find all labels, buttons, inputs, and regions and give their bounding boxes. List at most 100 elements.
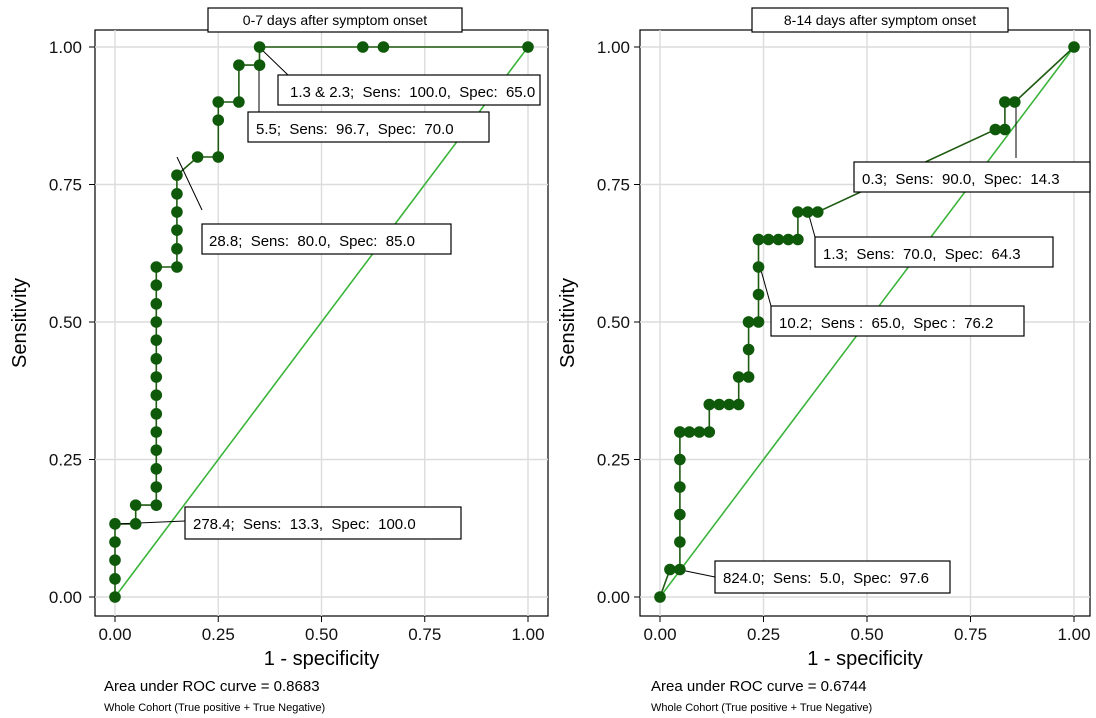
roc-point xyxy=(212,151,225,163)
roc-point xyxy=(233,59,245,71)
roc-panel-1: 0.00 0.25 0.50 0.75 1.00 0.00 0.25 0.50 0.75 1.00… xyxy=(9,7,549,714)
roc-point xyxy=(129,518,142,530)
annotation-box xyxy=(247,111,490,143)
auc-label: Area under ROC curve = 0.8683 xyxy=(104,678,320,695)
roc-point xyxy=(792,206,804,218)
roc-point xyxy=(357,41,369,53)
roc-panel-2: 0.00 0.25 0.50 0.75 1.00 0.00 0.25 0.50 0.75 1.00… xyxy=(557,7,1091,714)
roc-point xyxy=(150,334,163,346)
annotation-leader xyxy=(114,520,186,525)
y-tick-label: 0.00 xyxy=(597,588,630,607)
roc-point xyxy=(999,123,1011,136)
roc-point xyxy=(683,426,696,438)
x-tick-label: 1.00 xyxy=(1057,625,1090,644)
chart-title: 8-14 days after symptom onset xyxy=(784,12,976,28)
annotation-box xyxy=(184,506,462,540)
y-tick-label: 1.00 xyxy=(49,38,82,57)
roc-point xyxy=(713,398,726,411)
title-box xyxy=(207,7,463,33)
roc-point xyxy=(703,398,716,411)
x-tick-label: 0.00 xyxy=(643,625,676,644)
roc-point xyxy=(171,169,183,181)
annotation-box xyxy=(714,560,951,594)
roc-point xyxy=(1068,41,1080,53)
y-tick-label: 0.25 xyxy=(597,451,630,470)
roc-point xyxy=(212,96,225,108)
roc-point xyxy=(109,573,121,585)
y-tick-label: 0.75 xyxy=(49,176,82,195)
x-tick-label: 0.25 xyxy=(202,625,235,644)
x-tick-label: 0.75 xyxy=(954,625,987,644)
annotation-label: 0.3; Sens: 90.0, Spec: 14.3 xyxy=(862,171,1060,188)
annotation-label: 5.5; Sens: 96.7, Spec: 70.0 xyxy=(256,121,454,138)
x-tick-label: 0.50 xyxy=(305,625,338,644)
annotation-box xyxy=(853,161,1091,193)
roc-point xyxy=(782,233,795,246)
roc-point xyxy=(1008,96,1021,108)
roc-point xyxy=(171,188,183,200)
roc-point xyxy=(150,316,163,328)
roc-point xyxy=(253,41,266,53)
title-box xyxy=(751,7,1009,33)
roc-point xyxy=(109,518,121,530)
roc-point xyxy=(150,408,163,420)
roc-point xyxy=(109,591,121,603)
roc-point xyxy=(109,536,121,548)
annotation-label: 1.3 & 2.3; Sens: 100.0, Spec: 65.0 xyxy=(290,84,535,101)
y-tick-label: 0.25 xyxy=(49,451,82,470)
roc-point xyxy=(723,398,735,411)
roc-point xyxy=(129,499,142,511)
x-axis-label: 1 - specificity xyxy=(264,648,380,670)
roc-point xyxy=(792,233,804,246)
roc-point xyxy=(752,261,765,273)
y-axis-label: Sensitivity xyxy=(557,278,579,368)
cohort-note: Whole Cohort (True positive + True Negat… xyxy=(104,702,325,714)
roc-point xyxy=(171,261,183,273)
roc-point xyxy=(150,371,163,383)
roc-point xyxy=(674,481,686,493)
roc-point xyxy=(171,206,183,218)
roc-point xyxy=(150,279,163,291)
roc-point xyxy=(654,591,666,603)
roc-point xyxy=(150,499,163,511)
roc-point xyxy=(762,233,775,246)
roc-point xyxy=(233,96,245,108)
roc-point xyxy=(171,224,183,236)
chart-title: 0-7 days after symptom onset xyxy=(243,12,428,28)
roc-point xyxy=(377,41,390,53)
roc-point xyxy=(150,463,163,475)
annotation-label: 824.0; Sens: 5.0, Spec: 97.6 xyxy=(723,570,929,587)
auc-label: Area under ROC curve = 0.6744 xyxy=(651,678,867,695)
annotation-box xyxy=(770,305,1025,337)
x-tick-label: 0.75 xyxy=(408,625,441,644)
roc-point xyxy=(253,59,266,71)
roc-point xyxy=(150,261,163,273)
roc-point xyxy=(752,316,765,328)
annotation-leader xyxy=(176,156,203,211)
roc-point xyxy=(989,123,1002,136)
x-tick-label: 0.50 xyxy=(850,625,883,644)
roc-point xyxy=(150,353,163,365)
roc-point xyxy=(664,563,676,576)
roc-point xyxy=(171,243,183,255)
annotation-label: 10.2; Sens : 65.0, Spec : 76.2 xyxy=(779,315,993,332)
roc-point xyxy=(752,233,765,246)
roc-point xyxy=(150,481,163,493)
annotation-box xyxy=(277,74,541,106)
annotation-box xyxy=(201,223,452,255)
roc-point xyxy=(150,389,163,401)
roc-point xyxy=(674,508,686,521)
roc-point xyxy=(150,298,163,310)
y-tick-label: 1.00 xyxy=(597,38,630,57)
roc-point xyxy=(674,426,686,438)
roc-point xyxy=(732,398,745,411)
roc-point xyxy=(674,536,686,548)
roc-point xyxy=(212,114,225,126)
x-tick-label: 1.00 xyxy=(511,625,544,644)
x-tick-label: 0.00 xyxy=(98,625,131,644)
roc-point xyxy=(742,343,755,356)
roc-point xyxy=(150,426,163,438)
y-tick-label: 0.00 xyxy=(49,588,82,607)
roc-point xyxy=(752,288,765,301)
y-tick-label: 0.50 xyxy=(597,313,630,332)
